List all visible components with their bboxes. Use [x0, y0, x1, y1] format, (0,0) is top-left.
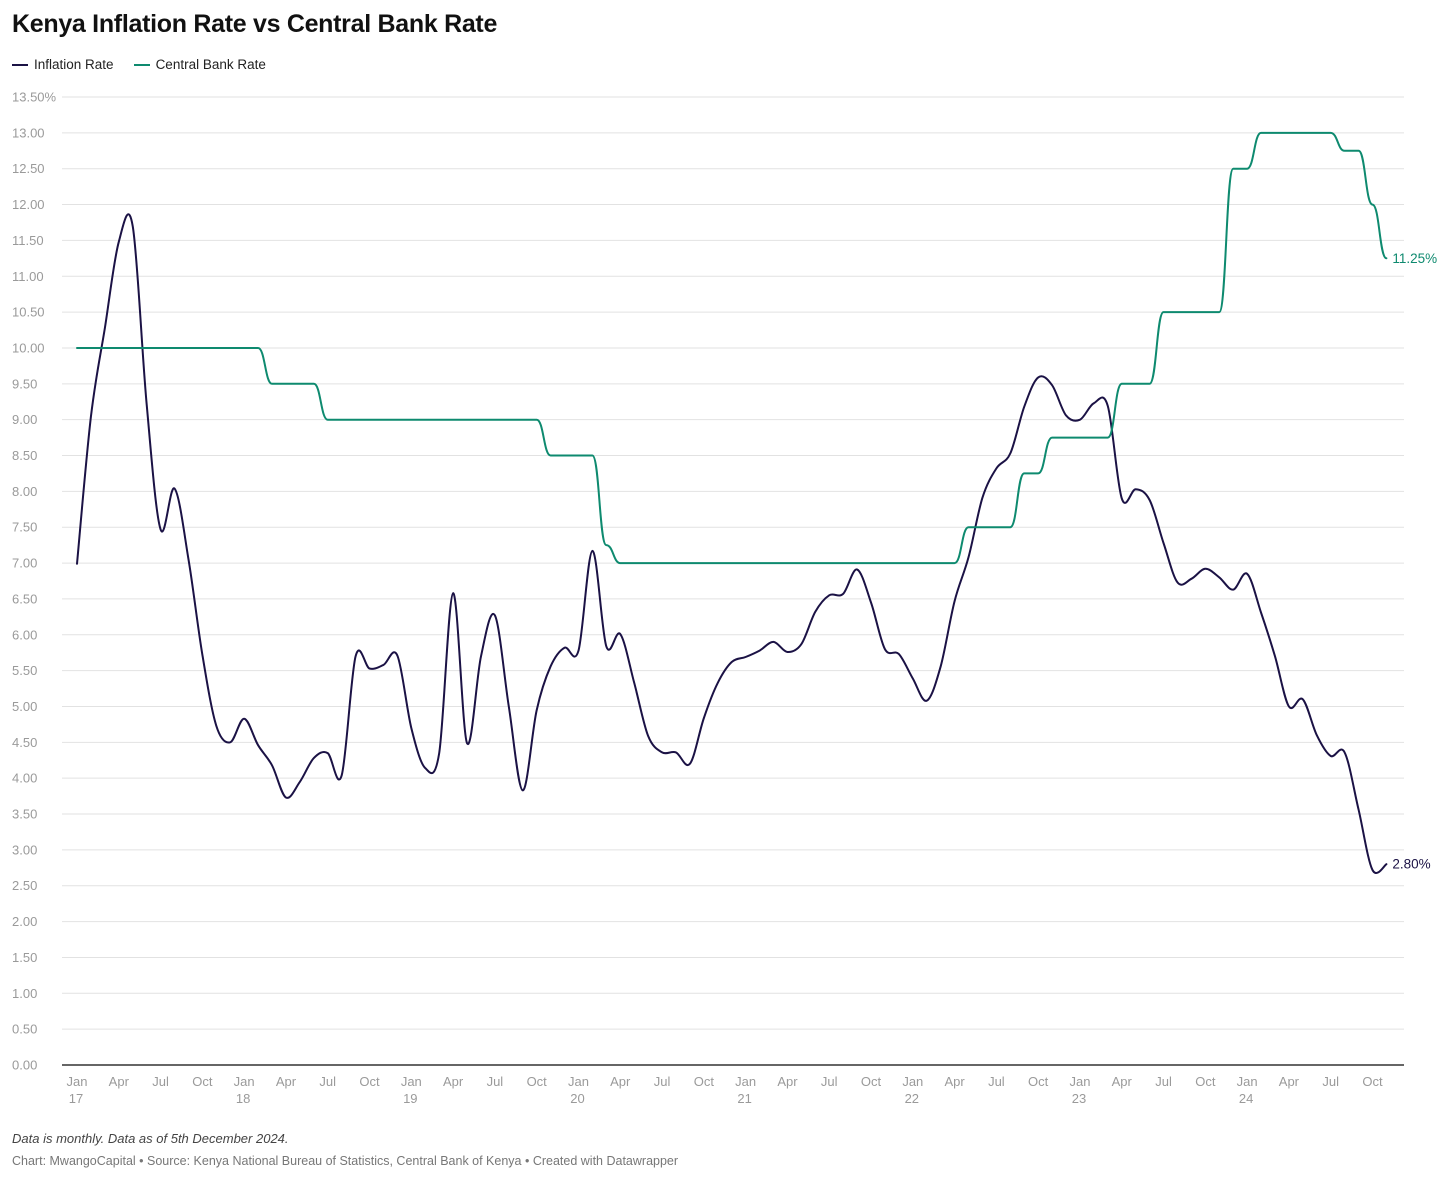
x-tick-label: Jan	[401, 1074, 422, 1089]
x-tick-label: Apr	[443, 1074, 464, 1089]
x-tick-label: Jan	[234, 1074, 255, 1089]
y-tick-label: 4.00	[12, 771, 37, 786]
y-tick-label: 12.00	[12, 197, 45, 212]
y-tick-label: 6.00	[12, 627, 37, 642]
x-tick-label: Oct	[861, 1074, 882, 1089]
y-tick-label: 5.50	[12, 663, 37, 678]
y-tick-label: 10.00	[12, 340, 45, 355]
y-tick-label: 2.00	[12, 914, 37, 929]
y-tick-label: 10.50	[12, 305, 45, 320]
x-tick-year-label: 17	[69, 1091, 83, 1106]
y-tick-label: 9.00	[12, 412, 37, 427]
x-tick-label: Oct	[1195, 1074, 1216, 1089]
x-tick-label: Jan	[735, 1074, 756, 1089]
y-tick-label: 8.50	[12, 448, 37, 463]
y-tick-label: 3.00	[12, 842, 37, 857]
y-tick-label: 0.50	[12, 1022, 37, 1037]
x-tick-label: Jul	[1155, 1074, 1172, 1089]
inflation-rate-line	[76, 213, 1388, 874]
x-tick-label: Apr	[109, 1074, 130, 1089]
x-tick-label: Apr	[944, 1074, 965, 1089]
x-tick-label: Oct	[1362, 1074, 1383, 1089]
y-tick-label: 11.50	[12, 233, 44, 248]
x-tick-label: Apr	[777, 1074, 798, 1089]
x-tick-label: Oct	[694, 1074, 715, 1089]
y-tick-label: 11.00	[12, 269, 44, 284]
x-tick-year-label: 19	[403, 1091, 417, 1106]
legend: Inflation Rate Central Bank Rate	[12, 57, 266, 72]
x-tick-label: Jan	[67, 1074, 88, 1089]
central-bank-rate-end-label: 11.25%	[1392, 251, 1437, 266]
x-tick-label: Jul	[988, 1074, 1005, 1089]
x-tick-label: Jul	[152, 1074, 169, 1089]
legend-swatch-inflation	[12, 63, 28, 66]
x-tick-label: Apr	[1112, 1074, 1133, 1089]
legend-label-inflation: Inflation Rate	[34, 57, 114, 72]
y-tick-label: 0.00	[12, 1058, 37, 1073]
legend-label-central-bank: Central Bank Rate	[155, 57, 266, 72]
x-tick-label: Apr	[1279, 1074, 1300, 1089]
y-tick-label: 1.50	[12, 950, 37, 965]
legend-item-inflation: Inflation Rate	[12, 57, 114, 72]
footer-note: Data is monthly. Data as of 5th December…	[12, 1131, 289, 1146]
x-tick-label: Oct	[359, 1074, 380, 1089]
x-tick-label: Jul	[821, 1074, 838, 1089]
y-tick-label: 6.50	[12, 591, 37, 606]
x-tick-year-label: 20	[570, 1091, 584, 1106]
y-tick-label: 12.50	[12, 161, 45, 176]
x-tick-label: Jan	[1237, 1074, 1258, 1089]
legend-item-central-bank: Central Bank Rate	[133, 57, 266, 72]
y-tick-label: 2.50	[12, 878, 37, 893]
y-tick-label: 9.50	[12, 376, 37, 391]
x-tick-label: Jan	[1069, 1074, 1090, 1089]
x-tick-label: Oct	[192, 1074, 213, 1089]
y-tick-label: 7.50	[12, 520, 37, 535]
legend-swatch-central-bank	[133, 63, 150, 66]
x-tick-label: Jul	[319, 1074, 336, 1089]
x-tick-year-label: 23	[1072, 1091, 1086, 1106]
x-tick-label: Apr	[276, 1074, 297, 1089]
y-tick-label: 13.00	[12, 125, 45, 140]
x-tick-label: Oct	[527, 1074, 548, 1089]
y-tick-label: 8.00	[12, 484, 37, 499]
central-bank-rate-line	[76, 131, 1388, 565]
y-tick-label: 4.50	[12, 735, 37, 750]
x-tick-year-label: 21	[737, 1091, 751, 1106]
x-tick-year-label: 22	[905, 1091, 919, 1106]
x-tick-label: Oct	[1028, 1074, 1049, 1089]
x-tick-label: Jan	[902, 1074, 923, 1089]
x-tick-label: Apr	[610, 1074, 631, 1089]
chart-title: Kenya Inflation Rate vs Central Bank Rat…	[12, 10, 498, 38]
inflation-rate-end-label: 2.80%	[1392, 857, 1430, 872]
y-tick-label: 3.50	[12, 807, 37, 822]
y-tick-label: 7.00	[12, 556, 37, 571]
footer-credit: Chart: MwangoCapital • Source: Kenya Nat…	[12, 1154, 679, 1168]
x-tick-label: Jul	[487, 1074, 504, 1089]
x-tick-label: Jul	[654, 1074, 671, 1089]
x-tick-label: Jul	[1322, 1074, 1339, 1089]
y-tick-label: 1.00	[12, 986, 37, 1001]
x-tick-year-label: 24	[1239, 1091, 1253, 1106]
x-tick-year-label: 18	[236, 1091, 250, 1106]
x-tick-label: Jan	[568, 1074, 589, 1089]
y-tick-label: 13.50%	[12, 90, 57, 105]
y-tick-label: 5.00	[12, 699, 37, 714]
